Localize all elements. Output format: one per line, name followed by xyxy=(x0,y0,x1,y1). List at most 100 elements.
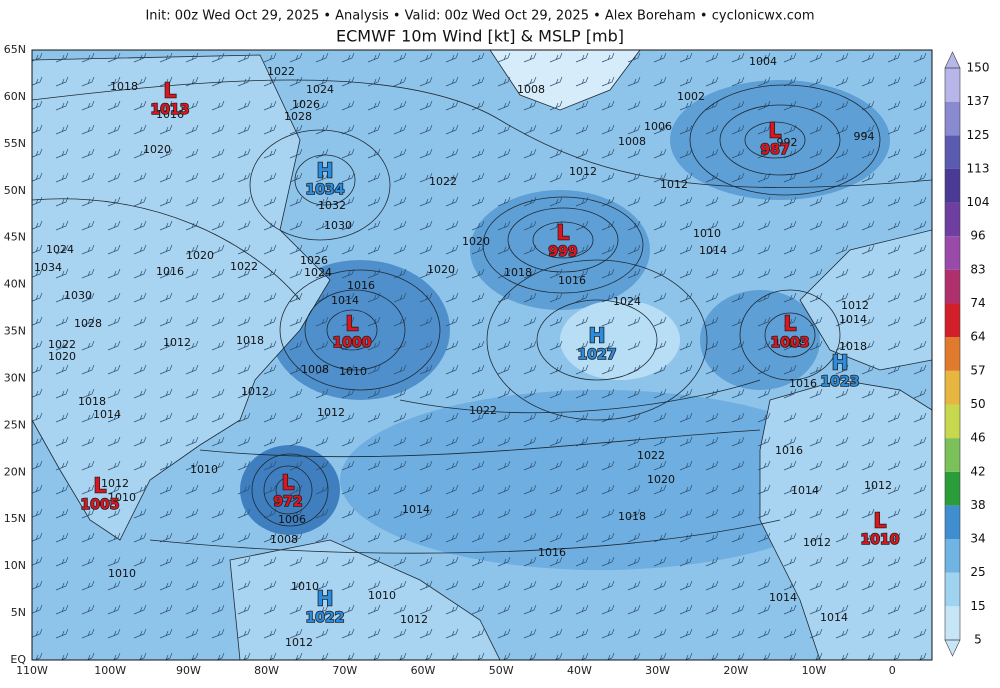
pressure-center-symbol: L xyxy=(94,474,107,498)
pressure-center-symbol: L xyxy=(874,509,887,533)
isobar-label: 1018 xyxy=(110,80,138,93)
latitude-label: 50N xyxy=(4,184,26,197)
pressure-center-symbol: L xyxy=(769,119,782,143)
isobar-label: 1010 xyxy=(693,227,721,240)
longitude-label: 100W xyxy=(94,664,126,677)
colorbar-segment xyxy=(945,606,960,640)
pressure-center-value: 1000 xyxy=(333,335,372,351)
isobar-label: 1018 xyxy=(839,340,867,353)
isobar-label: 1002 xyxy=(677,90,705,103)
isobar-label: 1010 xyxy=(108,567,136,580)
isobar-label: 1024 xyxy=(306,83,334,96)
pressure-center-symbol: L xyxy=(557,221,570,245)
isobar-label: 1008 xyxy=(270,533,298,546)
isobar-label: 994 xyxy=(854,130,875,143)
isobars xyxy=(32,79,932,554)
isobar-label: 1024 xyxy=(46,243,74,256)
isobar-label: 1014 xyxy=(93,408,121,421)
latitude-label: 45N xyxy=(4,231,26,244)
pressure-center-value: 1005 xyxy=(81,497,120,513)
latitude-label: 5N xyxy=(11,606,26,619)
isobar-label: 1020 xyxy=(427,263,455,276)
longitude-label: 0 xyxy=(889,664,896,677)
latitude-label: 10N xyxy=(4,559,26,572)
colorbar-segment xyxy=(945,236,960,270)
isobar-label: 1012 xyxy=(400,613,428,626)
colorbar-segment xyxy=(945,438,960,472)
isobar-label: 1018 xyxy=(236,334,264,347)
longitude-label: 50W xyxy=(489,664,514,677)
isobar-label: 1026 xyxy=(300,254,328,267)
isobar-label: 1016 xyxy=(156,265,184,278)
pressure-center-value: 1010 xyxy=(861,532,900,548)
isobar-label: 1014 xyxy=(791,484,819,497)
colorbar-segment xyxy=(945,303,960,338)
isobar-label: 1020 xyxy=(48,350,76,363)
colorbar-segment xyxy=(945,68,960,102)
colorbar-segment xyxy=(945,269,960,304)
colorbar-frame xyxy=(944,67,961,641)
pressure-center-value: 999 xyxy=(548,244,577,260)
isobar-label: 1022 xyxy=(48,338,76,351)
isobar-label: 1016 xyxy=(558,274,586,287)
colorbar-extension xyxy=(944,51,961,69)
colorbar-label: 5 xyxy=(974,633,982,647)
colorbar-label: 38 xyxy=(970,498,985,512)
isobar-label: 1012 xyxy=(660,178,688,191)
isobar-label: 1012 xyxy=(101,477,129,490)
colorbar-segment xyxy=(945,370,960,405)
subtitle: Init: 00z Wed Oct 29, 2025 • Analysis • … xyxy=(145,9,814,24)
isobar-label: 1022 xyxy=(267,65,295,78)
pressure-center-value: 1023 xyxy=(821,374,860,390)
colorbar-extension xyxy=(944,639,961,657)
isobar-label: 1014 xyxy=(402,503,430,516)
isobar-label: 1022 xyxy=(637,449,665,462)
isobar-label: 1016 xyxy=(789,377,817,390)
latitude-label: 65N xyxy=(4,43,26,56)
isobar-label: 1008 xyxy=(774,337,802,350)
isobar-label: 1008 xyxy=(618,135,646,148)
isobar-label: 1012 xyxy=(569,165,597,178)
isobar-label: 1016 xyxy=(156,108,184,121)
isobar-label: 1022 xyxy=(429,175,457,188)
isobar-label: 1018 xyxy=(504,266,532,279)
pressure-center-symbol: H xyxy=(317,159,334,183)
pressure-center-value: 1034 xyxy=(306,182,345,198)
pressure-center-symbol: H xyxy=(589,324,606,348)
colorbar-segment xyxy=(945,101,960,136)
colorbar-label: 83 xyxy=(970,262,985,276)
colorbar-label: 150 xyxy=(967,61,990,75)
longitude-label: 60W xyxy=(411,664,436,677)
colorbar-label: 64 xyxy=(970,330,985,344)
colorbar-segment xyxy=(945,404,960,439)
longitude-label: 40W xyxy=(567,664,592,677)
pressure-center-symbol: L xyxy=(346,312,359,336)
isobar-label: 1020 xyxy=(462,235,490,248)
title: ECMWF 10m Wind [kt] & MSLP [mb] xyxy=(336,27,624,46)
isobar-label: 1012 xyxy=(864,479,892,492)
isobar-label: 1010 xyxy=(368,589,396,602)
isobar-label: 1018 xyxy=(78,395,106,408)
isobar-label: 992 xyxy=(777,136,798,149)
isobar-label: 1024 xyxy=(304,266,332,279)
colorbar-label: 74 xyxy=(970,296,985,310)
longitude-label: 30W xyxy=(645,664,670,677)
isobar-label: 1010 xyxy=(291,580,319,593)
isobar-label: 1032 xyxy=(318,199,346,212)
latitude-label: 55N xyxy=(4,137,26,150)
colorbar-label: 113 xyxy=(967,161,990,175)
pressure-center-value: 1022 xyxy=(306,610,345,626)
colorbar-label: 125 xyxy=(967,128,990,142)
isobar-label: 1016 xyxy=(347,279,375,292)
pressure-center-symbol: L xyxy=(164,79,177,103)
isobar-label: 1014 xyxy=(331,294,359,307)
isobar-label: 1012 xyxy=(241,385,269,398)
isobar-label: 1012 xyxy=(163,336,191,349)
colorbar-label: 96 xyxy=(970,229,985,243)
isobar-label: 1024 xyxy=(613,295,641,308)
isobar-label: 1012 xyxy=(803,536,831,549)
pressure-center-value: 1003 xyxy=(771,335,810,351)
colorbar-label: 15 xyxy=(970,599,985,613)
colorbar-label: 57 xyxy=(970,363,985,377)
isobar-label: 1028 xyxy=(74,317,102,330)
